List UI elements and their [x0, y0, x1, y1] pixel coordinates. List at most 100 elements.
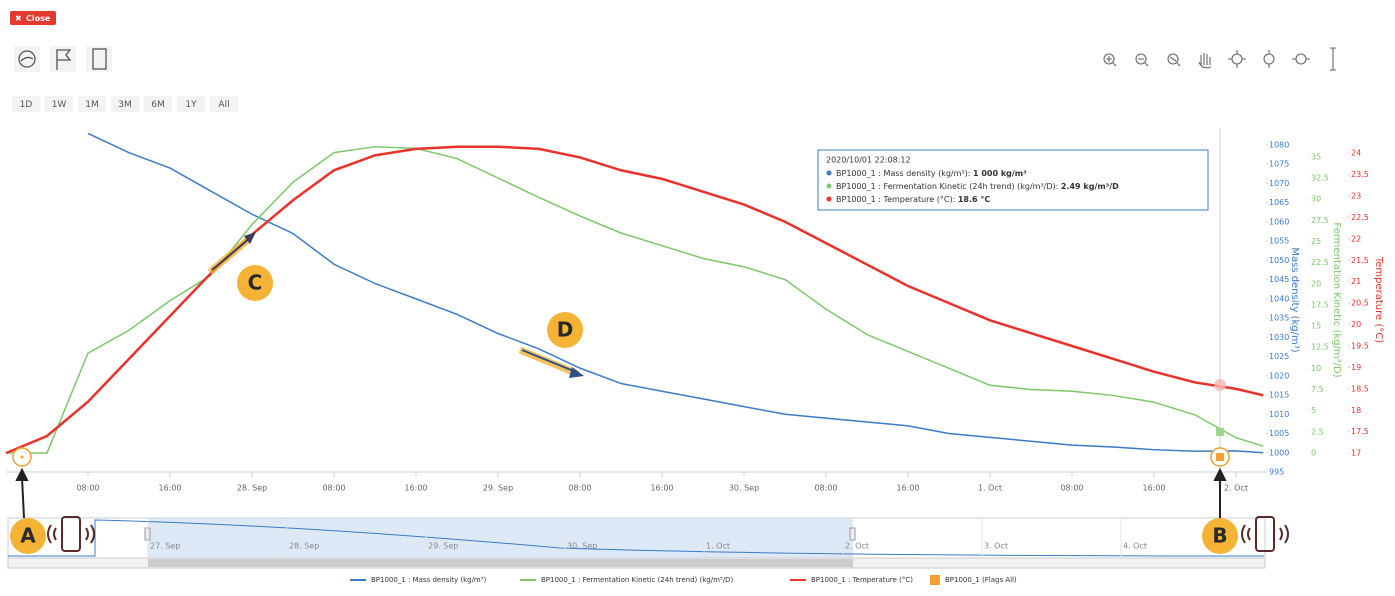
navigator-label: 29. Sep [428, 542, 458, 551]
y-tick-label: 20.5 [1351, 299, 1369, 308]
y-tick-label: 5 [1311, 406, 1316, 415]
range-button[interactable] [45, 96, 73, 112]
y-tick-label: 1050 [1269, 256, 1289, 265]
annotation-badge [237, 265, 273, 301]
x-tick-label: 16:00 [1142, 484, 1165, 493]
phone-icon [61, 516, 81, 552]
y-tick-label: 19.5 [1351, 342, 1369, 351]
scrollbar-thumb[interactable] [148, 559, 853, 567]
y-tick-label: 1005 [1269, 429, 1289, 438]
y-tick-label: 20 [1351, 320, 1361, 329]
navigator-line [8, 519, 1265, 557]
y-tick-label: 23 [1351, 192, 1361, 201]
range-button[interactable] [12, 96, 40, 112]
navigator-labels: 27. Sep 28. Sep 29. Sep 30. Sep 1. Oct 2. Oct… [147, 518, 1147, 558]
tooltip-bullet [826, 196, 832, 202]
y-tick-label: 24 [1351, 149, 1361, 158]
y-tick-label: 1080 [1269, 141, 1289, 150]
y-tick-label: 1075 [1269, 160, 1289, 169]
navigator-handle[interactable] [849, 527, 856, 541]
x-tick-label: 08:00 [568, 484, 591, 493]
y-tick-label: 1025 [1269, 352, 1289, 361]
y-tick-label: 1065 [1269, 198, 1289, 207]
y-tick-label: 17 [1351, 449, 1361, 458]
range-button[interactable] [78, 96, 106, 112]
x-tick-label: 29. Sep [483, 484, 513, 493]
legend: BP1000_1 : Mass density (kg/m³) BP1000_1 … [350, 575, 1017, 585]
x-tick-label: 2. Oct [1224, 484, 1248, 493]
arrow [521, 349, 577, 373]
navigator-label: 1. Oct [706, 542, 730, 551]
navigator-label: 27. Sep [150, 542, 180, 551]
y-tick-label: 1045 [1269, 275, 1289, 284]
y-tick-label: 22.5 [1311, 258, 1329, 267]
pan[interactable] [1198, 53, 1212, 69]
navigator-label: 30. Sep [567, 542, 597, 551]
tooltip-items: BP1000_1 : Mass density (kg/m³): 1 000 k… [826, 169, 1119, 204]
legend-label[interactable]: BP1000_1 : Mass density (kg/m³) [371, 576, 487, 584]
range-button[interactable] [111, 96, 139, 112]
tool-button[interactable] [14, 46, 40, 72]
range-button[interactable] [210, 96, 238, 112]
navigator-label: 4. Oct [1123, 542, 1147, 551]
tool-icon [20, 56, 34, 62]
y-tick-label: 0 [1311, 448, 1316, 457]
flag-icon [56, 49, 72, 70]
x-tick-label: 16:00 [650, 484, 673, 493]
y-tick-label: 19 [1351, 363, 1361, 372]
legend-label[interactable]: BP1000_1 : Fermentation Kinetic (24h tre… [541, 576, 733, 584]
x-tick-label: 08:00 [814, 484, 837, 493]
arrow-head [1213, 467, 1227, 481]
range-button-label: 1W [52, 100, 67, 110]
legend-label[interactable]: BP1000_1 : Temperature (°C) [811, 576, 913, 584]
zoom-reset[interactable] [1167, 53, 1179, 65]
x-tick-label: 1. Oct [978, 484, 1002, 493]
phone-icon [1255, 516, 1275, 552]
zoom-in[interactable] [1103, 53, 1115, 65]
y-tick-label: 10 [1311, 364, 1321, 373]
range-button-label: 3M [118, 100, 132, 110]
zoom-y[interactable] [1263, 53, 1275, 65]
close-label[interactable]: Close [26, 14, 51, 23]
y-tick-label: 25 [1311, 237, 1321, 246]
measure[interactable] [1330, 47, 1336, 71]
zoom-xy[interactable] [1295, 53, 1307, 65]
range-button[interactable] [144, 96, 172, 112]
y-tick-label: 30 [1311, 195, 1321, 204]
legend-label[interactable]: BP1000_1 (Flags All) [945, 576, 1017, 584]
zoom-out[interactable] [1135, 53, 1147, 65]
arrow-head [244, 232, 256, 244]
navigator-label: 3. Oct [984, 542, 1008, 551]
range-button[interactable] [177, 96, 205, 112]
y-tick-label: 1070 [1269, 179, 1289, 188]
icon [1106, 56, 1117, 67]
y-tick-label: 20 [1311, 279, 1321, 288]
annotation-label: A [20, 524, 36, 548]
range-button-label: 1Y [185, 100, 197, 110]
y-tick-label: 35 [1311, 152, 1321, 161]
y-tick-label: 15 [1311, 322, 1321, 331]
tooltip-value: 18.6 °C [958, 195, 991, 204]
notes-button[interactable] [86, 46, 112, 72]
x-tick-label: 30. Sep [729, 484, 759, 493]
y-tick-label: 21.5 [1351, 256, 1369, 265]
annotation-arrows [15, 467, 1227, 519]
y-tick-label: 1055 [1269, 237, 1289, 246]
y-tick-label: 23.5 [1351, 170, 1369, 179]
y-tick-label: 995 [1269, 468, 1284, 477]
range-button-label: 1D [20, 100, 33, 110]
axis-title: Mass density (kg/m³) [1289, 247, 1300, 352]
y-tick-label: 17.5 [1311, 300, 1329, 309]
y-tick-label: 1015 [1269, 391, 1289, 400]
y-tick-label: 18 [1351, 406, 1361, 415]
y-tick-label: 1060 [1269, 217, 1289, 226]
range-button-label: All [218, 100, 229, 110]
tooltip-value: 1 000 kg/m³ [973, 169, 1027, 178]
y-tick-label: 17.5 [1351, 427, 1369, 436]
tooltip-header: 2020/10/01 22:08:12 [826, 156, 911, 165]
left-toolbar [14, 46, 112, 72]
close-button[interactable] [10, 11, 56, 25]
zoom-x[interactable] [1231, 53, 1243, 65]
navigator-selection[interactable] [148, 518, 853, 558]
x-tick-label: 08:00 [1060, 484, 1083, 493]
